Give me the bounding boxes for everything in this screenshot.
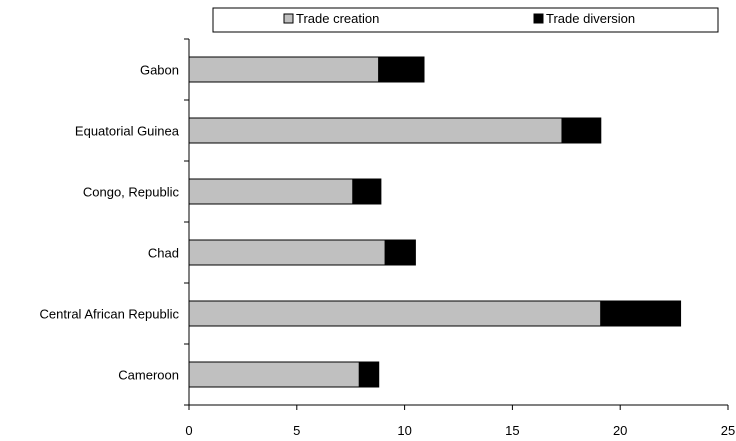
x-tick-label: 20 [613, 423, 627, 438]
bar-trade-creation [188, 361, 360, 388]
y-tick-label: Chad [148, 246, 179, 261]
legend-swatch-trade-creation [283, 13, 294, 24]
bar-trade-diversion [378, 56, 425, 83]
x-tick-label: 15 [505, 423, 519, 438]
y-tick-label: Cameroon [118, 368, 179, 383]
bar-trade-creation [188, 56, 380, 83]
legend-label-trade-creation: Trade creation [296, 11, 379, 26]
bar-trade-creation [188, 239, 386, 266]
legend-label-trade-diversion: Trade diversion [546, 11, 635, 26]
legend-frame [212, 7, 719, 33]
legend-swatch-trade-diversion [533, 13, 544, 24]
x-tick-label: 5 [293, 423, 300, 438]
y-tick-label: Central African Republic [40, 307, 180, 322]
bar-trade-diversion [384, 239, 416, 266]
plot-area: 0 5 10 15 20 25 Cameroon Central African Republ… [40, 38, 735, 438]
bar-trade-diversion [561, 117, 602, 144]
x-tick-label: 0 [185, 423, 192, 438]
bar-trade-creation [188, 178, 354, 205]
y-tick-label: Congo, Republic [83, 185, 180, 200]
y-tick-label: Gabon [140, 63, 179, 78]
x-tick-label: 25 [721, 423, 735, 438]
bar-trade-diversion [352, 178, 382, 205]
bar-trade-creation [188, 117, 563, 144]
bar-trade-diversion [358, 361, 380, 388]
bar-trade-diversion [600, 300, 682, 327]
y-tick-label: Equatorial Guinea [75, 124, 180, 139]
x-tick-label: 10 [397, 423, 411, 438]
legend: Trade creation Trade diversion [212, 7, 719, 33]
bar-trade-creation [188, 300, 602, 327]
